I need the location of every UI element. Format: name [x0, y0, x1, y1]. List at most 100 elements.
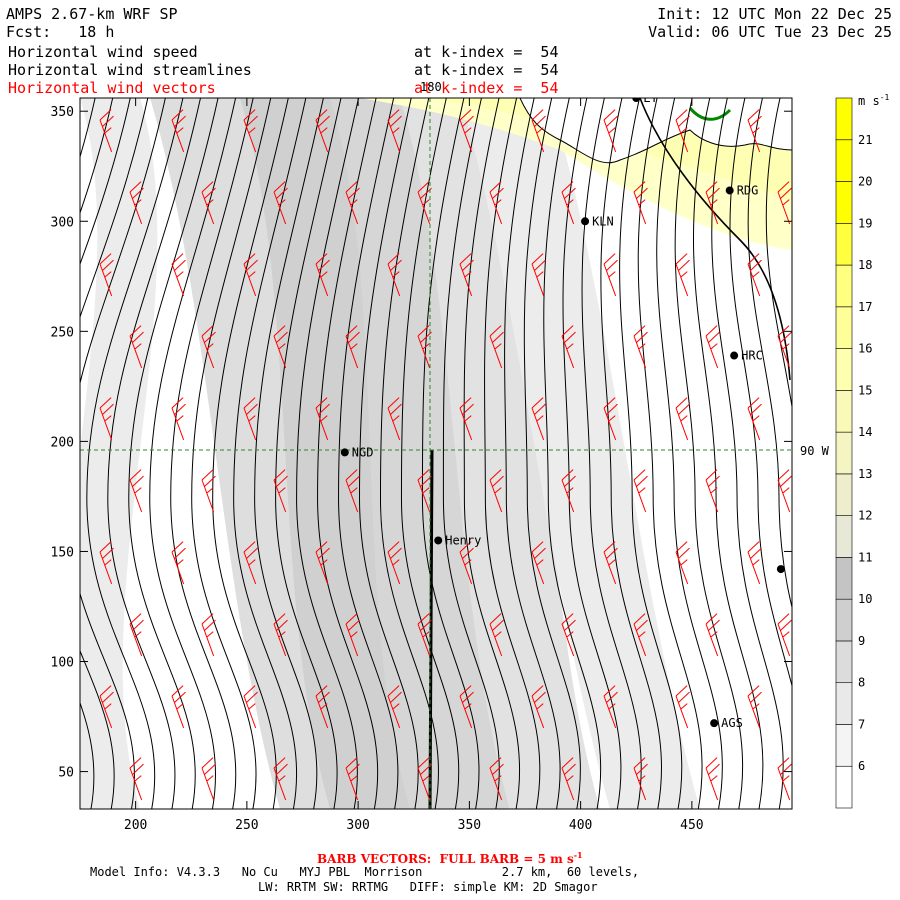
streamlines: [0, 98, 792, 809]
wind-barb: [201, 181, 216, 225]
wind-barb: [675, 541, 690, 585]
wind-barb: [171, 397, 186, 441]
wind-barb: [273, 181, 288, 225]
streamline: [338, 98, 399, 809]
streamline: [765, 98, 792, 410]
wind-barb: [489, 757, 504, 801]
wind-barb: [273, 613, 288, 657]
field-vectors-label: Horizontal wind vectors: [8, 79, 216, 97]
field-vectors-level: at k-index = 54: [414, 79, 559, 97]
colorbar-level: 8: [858, 676, 865, 690]
coastline: [639, 98, 791, 381]
station-dot: [730, 351, 739, 360]
station-dot: [632, 98, 641, 102]
y-tick-label: 50: [58, 766, 74, 781]
streamline: [80, 98, 131, 809]
wind-barb: [417, 613, 432, 657]
speed-band-3: [330, 98, 510, 809]
wind-barb: [387, 397, 402, 441]
colorbar-box: [835, 306, 853, 349]
streamline: [523, 98, 581, 809]
colorbar-box: [835, 431, 853, 475]
wind-barb: [315, 685, 330, 729]
wind-barb: [603, 397, 618, 441]
wind-barb: [99, 253, 114, 297]
wind-barb: [747, 685, 762, 729]
wind-barb: [315, 253, 330, 297]
colorbar-level: 20: [858, 175, 872, 189]
colorbar-box: [835, 515, 853, 558]
colorbar-level: 10: [858, 592, 872, 606]
streamline: [711, 98, 784, 809]
colorbar-box: [835, 598, 853, 642]
streamline: [275, 98, 342, 809]
field-streamlines-level: at k-index = 54: [414, 61, 559, 79]
y-tick-label: 200: [51, 435, 74, 450]
wind-barb: [633, 181, 648, 225]
wind-barb: [459, 541, 474, 585]
wind-barb: [171, 685, 186, 729]
streamline: [562, 98, 622, 809]
x-tick-label: 450: [680, 818, 703, 833]
wind-barb: [387, 109, 402, 153]
colorbar-level: 14: [858, 425, 872, 439]
wind-barb: [345, 613, 360, 657]
wind-barb: [345, 469, 360, 513]
streamline: [442, 98, 500, 809]
wind-barb: [129, 613, 144, 657]
wind-barb: [201, 613, 216, 657]
colorbar-level: 9: [858, 634, 865, 648]
wind-barb: [777, 469, 792, 513]
colorbar-box: [835, 724, 853, 767]
wind-barb: [531, 541, 546, 585]
wind-barb: [747, 253, 762, 297]
station-label: LY: [643, 91, 658, 105]
wind-barb: [561, 613, 576, 657]
streamline: [296, 98, 360, 809]
colorbar-level: 19: [858, 216, 872, 230]
model-info: Model Info: V4.3.3 No Cu MYJ PBL Morriso…: [90, 865, 640, 879]
streamline: [107, 98, 201, 809]
speed-band-west: [80, 98, 158, 809]
wind-barb: [489, 325, 504, 369]
station-markers: LY RDG KLN HRC NGD Henry AGS: [340, 91, 785, 730]
wind-barb: [417, 469, 432, 513]
colorbar-box: [835, 222, 853, 266]
station-dot: [776, 565, 785, 574]
colorbar-level: 13: [858, 467, 872, 481]
wind-barb: [243, 109, 258, 153]
streamline: [0, 98, 60, 809]
wind-barb: [99, 109, 114, 153]
streamline: [86, 98, 184, 809]
streamline: [619, 98, 683, 809]
wind-barb: [633, 469, 648, 513]
wind-barb: [243, 397, 258, 441]
wind-barb: [675, 109, 690, 153]
colorbar-box: [835, 348, 853, 391]
wind-barb: [345, 181, 360, 225]
streamline: [0, 98, 78, 809]
wind-barb: [705, 757, 720, 801]
streamline: [729, 98, 792, 688]
wind-barb: [489, 181, 504, 225]
wind-barb: [273, 469, 288, 513]
colorbar-level: 17: [858, 300, 872, 314]
wind-barb: [561, 181, 576, 225]
colorbar-box: [835, 640, 853, 684]
streamline: [693, 98, 764, 809]
wind-barb: [345, 325, 360, 369]
wind-barb: [633, 757, 648, 801]
wind-barb: [705, 181, 720, 225]
wind-barb: [747, 541, 762, 585]
wind-barb: [531, 253, 546, 297]
wind-barb: [561, 757, 576, 801]
streamline: [254, 98, 324, 809]
streamline: [600, 98, 662, 809]
station-label: RDG: [737, 183, 759, 197]
wind-barb: [459, 253, 474, 297]
streamline: [674, 98, 744, 809]
streamline: [400, 98, 460, 809]
streamline: [80, 98, 149, 809]
wind-barb: [531, 685, 546, 729]
wind-barb: [99, 541, 114, 585]
